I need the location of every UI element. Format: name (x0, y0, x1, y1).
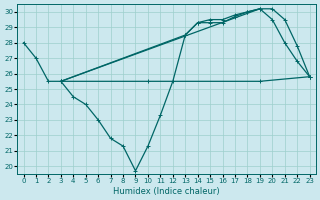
X-axis label: Humidex (Indice chaleur): Humidex (Indice chaleur) (113, 187, 220, 196)
